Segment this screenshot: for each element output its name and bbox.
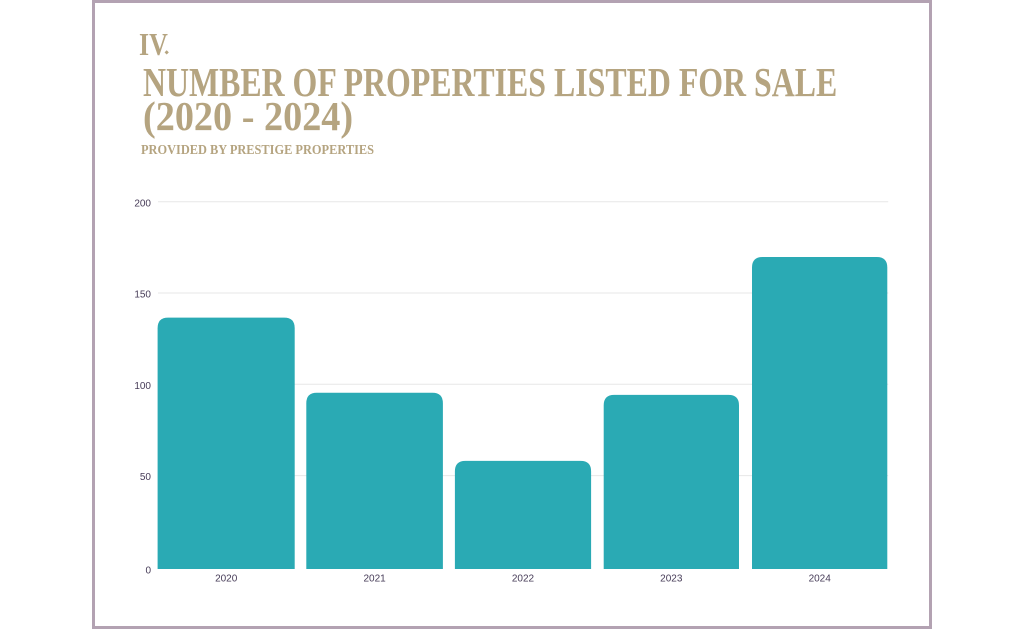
svg-text:150: 150 <box>134 290 151 301</box>
svg-text:0: 0 <box>145 566 151 577</box>
svg-text:50: 50 <box>140 472 152 483</box>
svg-text:2020: 2020 <box>215 574 238 585</box>
svg-text:100: 100 <box>134 381 151 392</box>
svg-text:2023: 2023 <box>660 574 683 585</box>
svg-text:200: 200 <box>134 198 151 209</box>
svg-text:2024: 2024 <box>809 574 832 585</box>
svg-text:2021: 2021 <box>363 574 386 585</box>
svg-text:2022: 2022 <box>512 574 535 585</box>
